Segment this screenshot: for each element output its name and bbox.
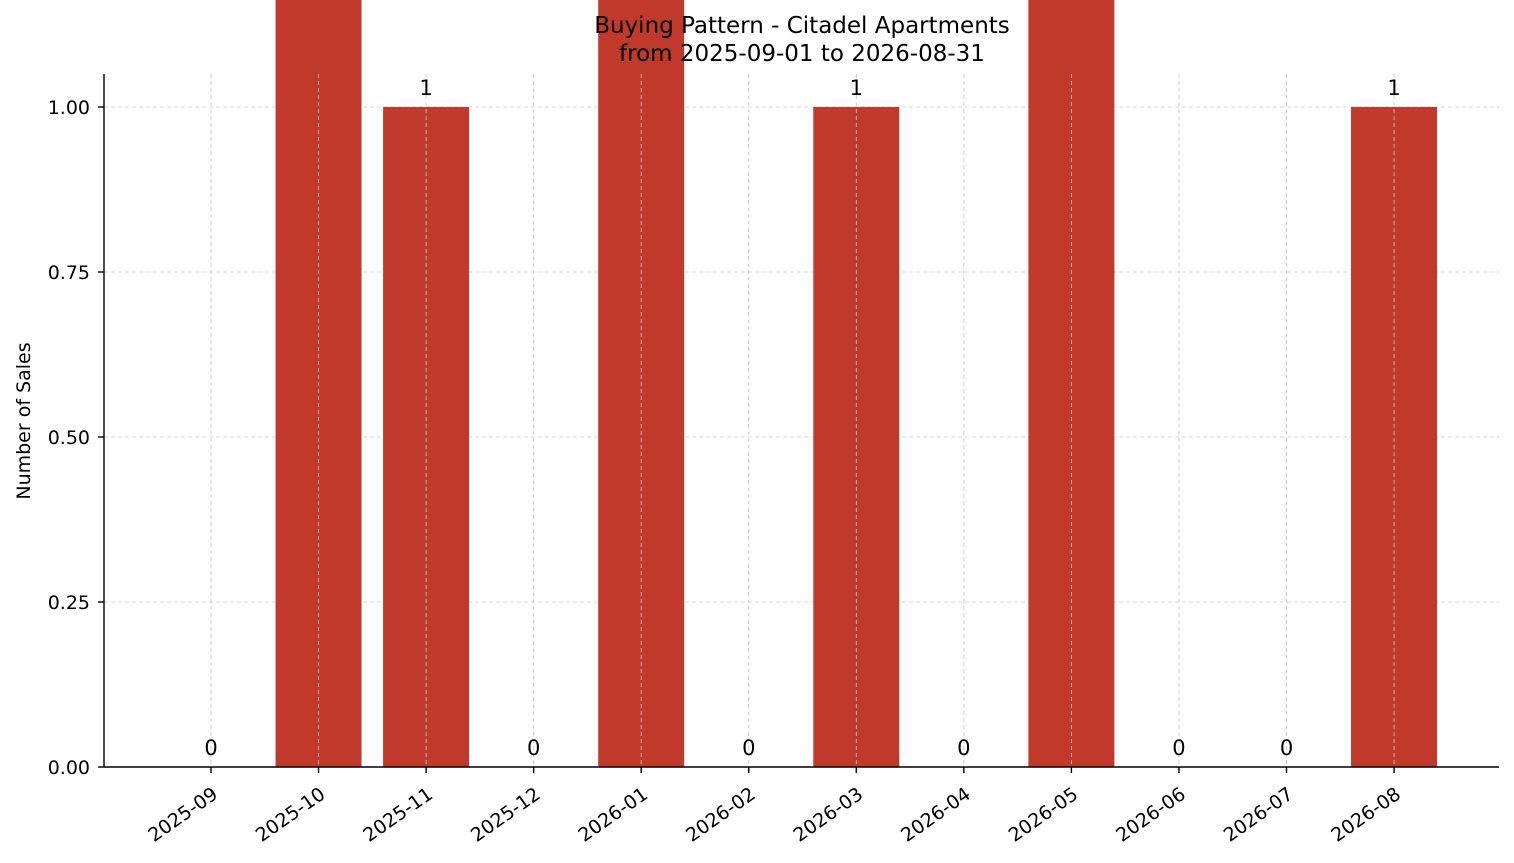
data-label: 0 bbox=[204, 736, 217, 760]
y-tick-label: 1.00 bbox=[48, 97, 90, 119]
chart-subtitle: from 2025-09-01 to 2026-08-31 bbox=[619, 41, 985, 67]
bar-2026-08 bbox=[1351, 107, 1438, 767]
y-axis-label: Number of Sales bbox=[13, 342, 35, 499]
x-tick-label: 2026-03 bbox=[790, 783, 868, 847]
y-tick-label: 0.00 bbox=[48, 757, 90, 779]
x-tick-label: 2026-02 bbox=[682, 783, 760, 847]
x-tick-label: 2025-10 bbox=[252, 783, 330, 847]
x-tick-label: 2025-09 bbox=[144, 783, 222, 847]
x-tick-label: 2025-12 bbox=[467, 783, 545, 847]
y-tick-label: 0.75 bbox=[48, 262, 90, 284]
x-tick-label: 2026-06 bbox=[1112, 783, 1190, 847]
x-tick-label: 2025-11 bbox=[359, 783, 437, 847]
axes-layer bbox=[98, 74, 1499, 773]
bar-2025-11 bbox=[383, 107, 470, 767]
data-label: 1 bbox=[419, 76, 432, 100]
data-label: 1 bbox=[850, 76, 863, 100]
x-tick-label: 2026-01 bbox=[574, 783, 652, 847]
labels-layer: 0.000.250.500.751.001.251.501.752.000202… bbox=[48, 76, 1405, 847]
data-label: 0 bbox=[957, 736, 970, 760]
bars-layer bbox=[210, 0, 1438, 767]
x-tick-label: 2026-04 bbox=[897, 783, 975, 847]
bar-2026-03 bbox=[813, 107, 900, 767]
y-tick-label: 0.50 bbox=[48, 427, 90, 449]
x-tick-label: 2026-07 bbox=[1220, 783, 1298, 847]
x-tick-label: 2026-05 bbox=[1005, 783, 1083, 847]
data-label: 0 bbox=[742, 736, 755, 760]
chart-title: Buying Pattern - Citadel Apartments bbox=[594, 13, 1010, 39]
x-tick-label: 2026-08 bbox=[1327, 783, 1405, 847]
y-tick-label: 0.25 bbox=[48, 592, 90, 614]
data-label: 0 bbox=[527, 736, 540, 760]
data-label: 0 bbox=[1172, 736, 1185, 760]
data-label: 1 bbox=[1387, 76, 1400, 100]
data-label: 0 bbox=[1280, 736, 1293, 760]
